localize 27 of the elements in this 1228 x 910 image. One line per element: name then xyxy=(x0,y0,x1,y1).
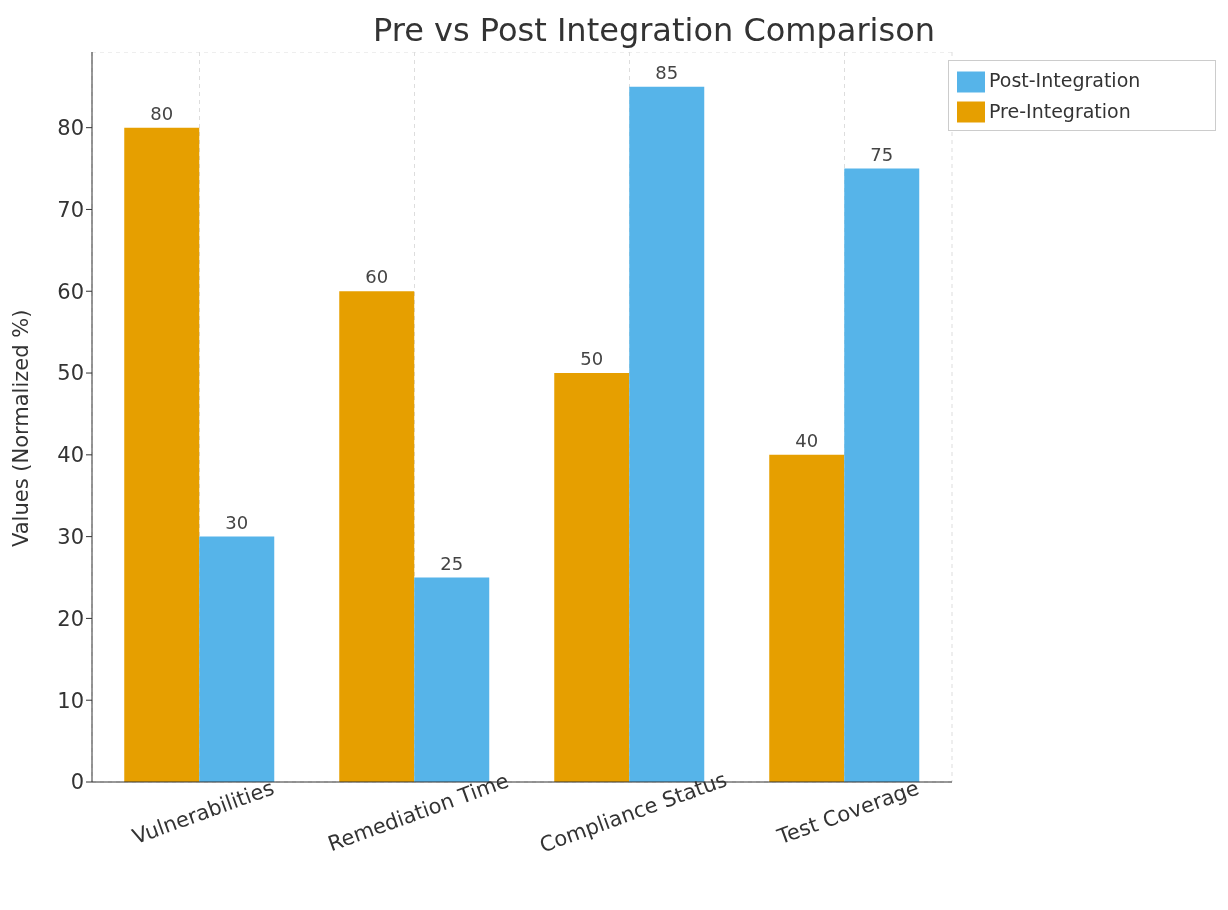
bar xyxy=(199,536,275,782)
data-label: 40 xyxy=(795,429,819,451)
y-tick-label: 20 xyxy=(57,606,84,631)
legend-label: Pre-Integration xyxy=(989,99,1131,122)
bar xyxy=(339,291,415,782)
chart-title: Pre vs Post Integration Comparison xyxy=(371,10,936,51)
bar xyxy=(124,127,200,782)
y-tick-label: 40 xyxy=(57,443,84,468)
legend-label: Post-Integration xyxy=(989,69,1141,91)
y-tick-label: 0 xyxy=(70,770,84,795)
data-label: 85 xyxy=(655,61,679,83)
data-label: 25 xyxy=(440,552,464,574)
y-tick-label: 80 xyxy=(57,116,84,141)
data-label: 60 xyxy=(365,266,389,288)
data-label: 50 xyxy=(580,348,604,370)
y-tick-label: 60 xyxy=(57,279,84,304)
y-tick-label: 70 xyxy=(57,197,84,222)
data-label: 75 xyxy=(870,143,894,165)
y-tick-label: 10 xyxy=(57,688,84,713)
data-label: 80 xyxy=(150,102,174,124)
y-axis-title: Values (Normalized %) xyxy=(9,309,34,547)
bar xyxy=(554,373,630,782)
y-tick-label: 50 xyxy=(57,361,84,386)
y-tick-label: 30 xyxy=(57,525,84,550)
bar xyxy=(769,454,845,782)
bar xyxy=(844,168,920,782)
data-label: 30 xyxy=(225,511,249,533)
